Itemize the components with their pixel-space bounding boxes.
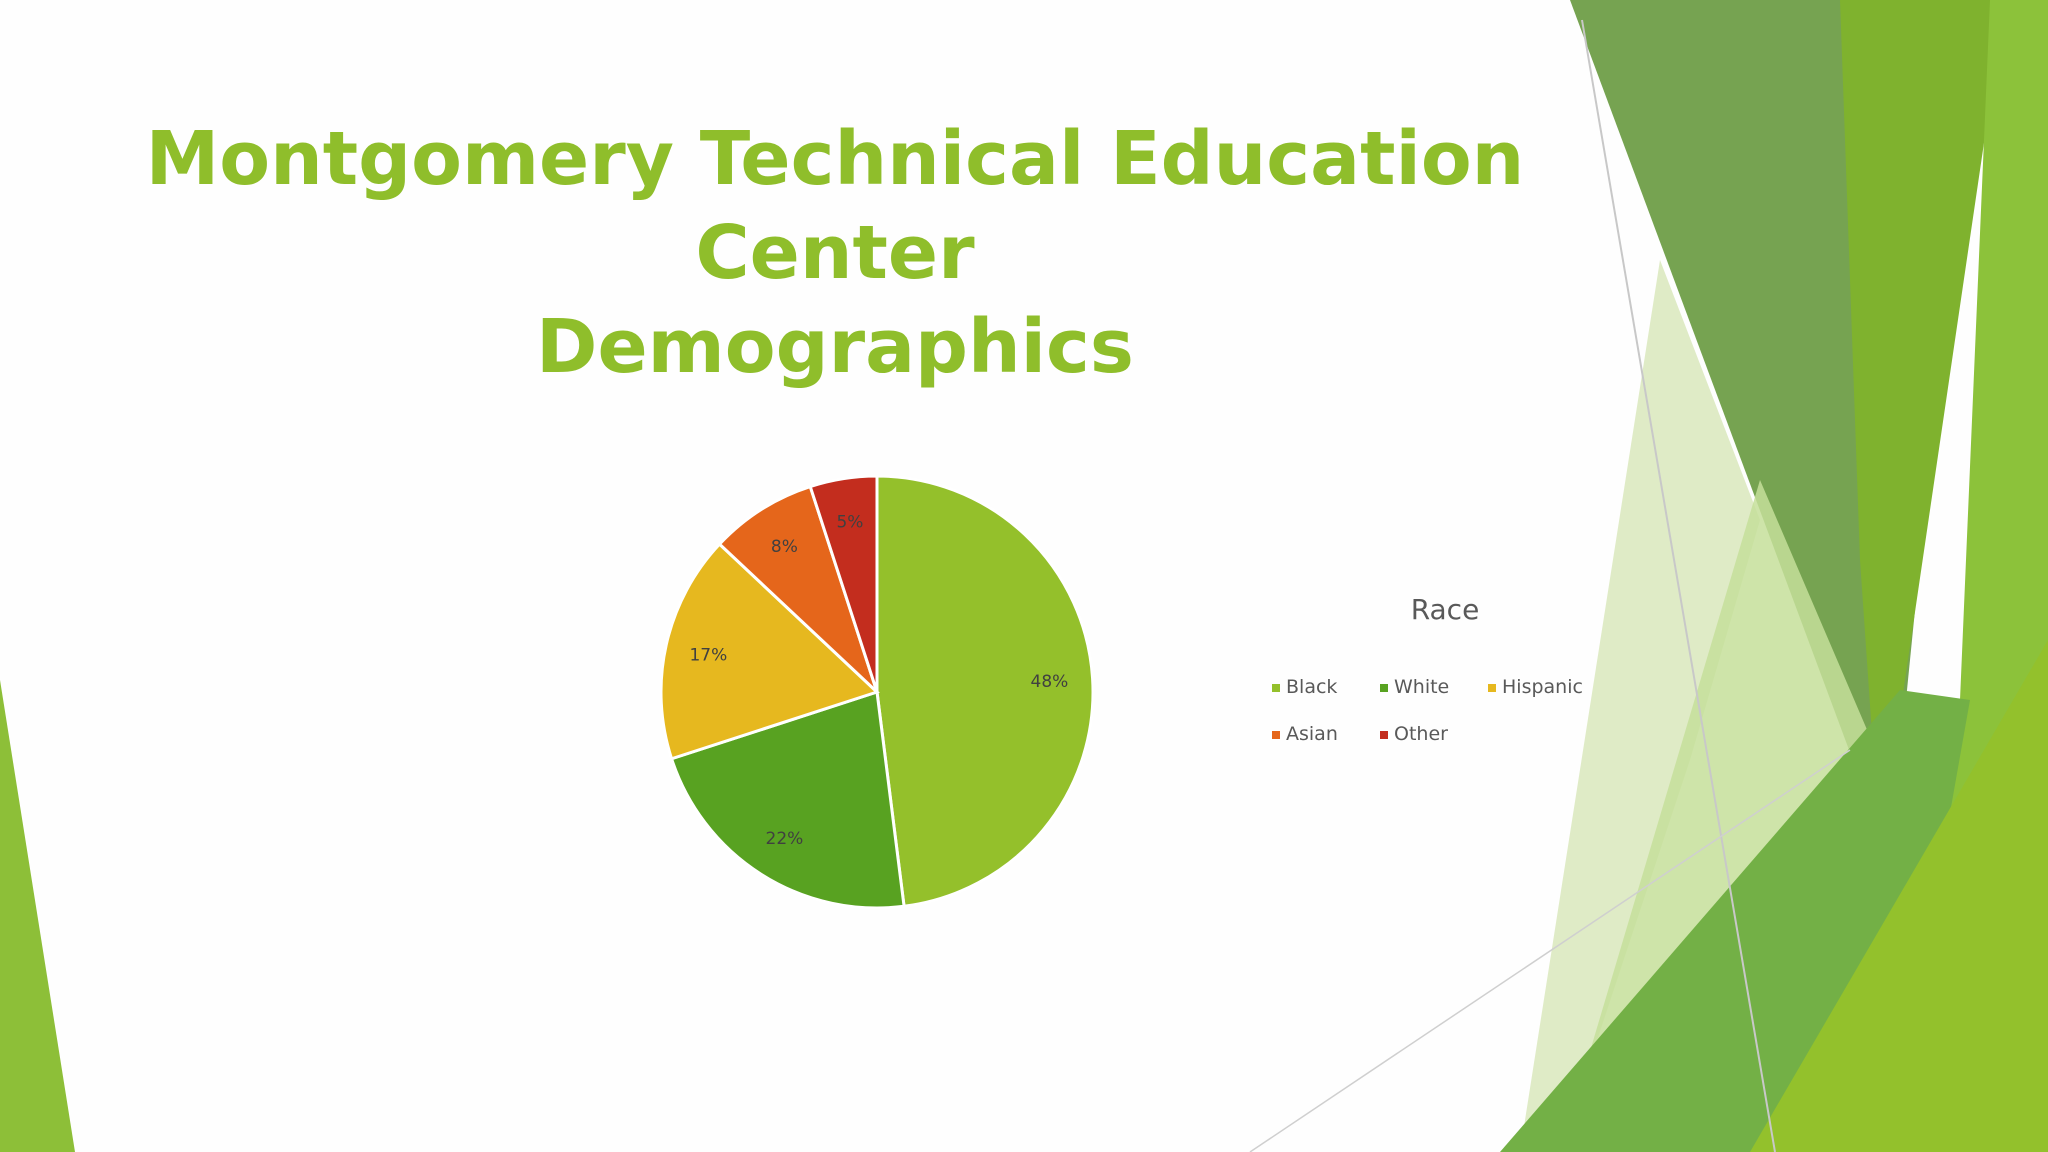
legend: Black White Hispanic Asian Other bbox=[1272, 676, 1583, 745]
legend-swatch-asian bbox=[1272, 731, 1280, 739]
legend-item-asian: Asian bbox=[1272, 723, 1338, 745]
legend-label-white: White bbox=[1394, 676, 1449, 698]
legend-label-other: Other bbox=[1394, 723, 1448, 745]
right-mid-band bbox=[1840, 0, 2005, 850]
legend-item-black: Black bbox=[1272, 676, 1337, 698]
right-bottom-lime bbox=[1750, 640, 2048, 1152]
legend-item-white: White bbox=[1380, 676, 1449, 698]
slide-title-line-2: Demographics bbox=[536, 304, 1134, 390]
legend-swatch-white bbox=[1380, 684, 1388, 692]
legend-title: Race bbox=[1411, 593, 1480, 626]
left-green-sliver bbox=[0, 680, 75, 1152]
legend-swatch-other bbox=[1380, 731, 1388, 739]
legend-swatch-hispanic bbox=[1488, 684, 1496, 692]
right-pale-wedge bbox=[1520, 260, 1760, 1152]
pie-slices bbox=[659, 474, 1095, 910]
data-label-black: 48% bbox=[1031, 672, 1069, 692]
data-label-other: 5% bbox=[836, 512, 863, 532]
legend-label-black: Black bbox=[1286, 676, 1337, 698]
data-label-white: 22% bbox=[766, 829, 804, 849]
legend-item-other: Other bbox=[1380, 723, 1448, 745]
legend-item-hispanic: Hispanic bbox=[1488, 676, 1583, 698]
pie-slice-hispanic bbox=[659, 542, 880, 761]
pie-slice-white bbox=[669, 690, 906, 910]
legend-label-hispanic: Hispanic bbox=[1502, 676, 1583, 698]
pie-slice-black bbox=[875, 474, 1095, 908]
data-label-asian: 8% bbox=[771, 537, 798, 557]
pie-slice-asian bbox=[717, 484, 879, 694]
data-label-hispanic: 17% bbox=[689, 645, 727, 665]
legend-swatch-black bbox=[1272, 684, 1280, 692]
slide-title-line-1: Montgomery Technical Education Center bbox=[145, 116, 1525, 296]
pie-slice-other bbox=[808, 474, 879, 693]
pie-data-labels: 48% 22% 17% 8% 5% bbox=[689, 512, 1068, 849]
decor-thin-line-1 bbox=[1581, 19, 1776, 1152]
right-dark-band bbox=[1570, 0, 1920, 860]
legend-label-asian: Asian bbox=[1286, 723, 1338, 745]
decor-thin-line-2 bbox=[1249, 749, 1851, 1152]
slide-title: Montgomery Technical Education Center De… bbox=[100, 112, 1570, 394]
